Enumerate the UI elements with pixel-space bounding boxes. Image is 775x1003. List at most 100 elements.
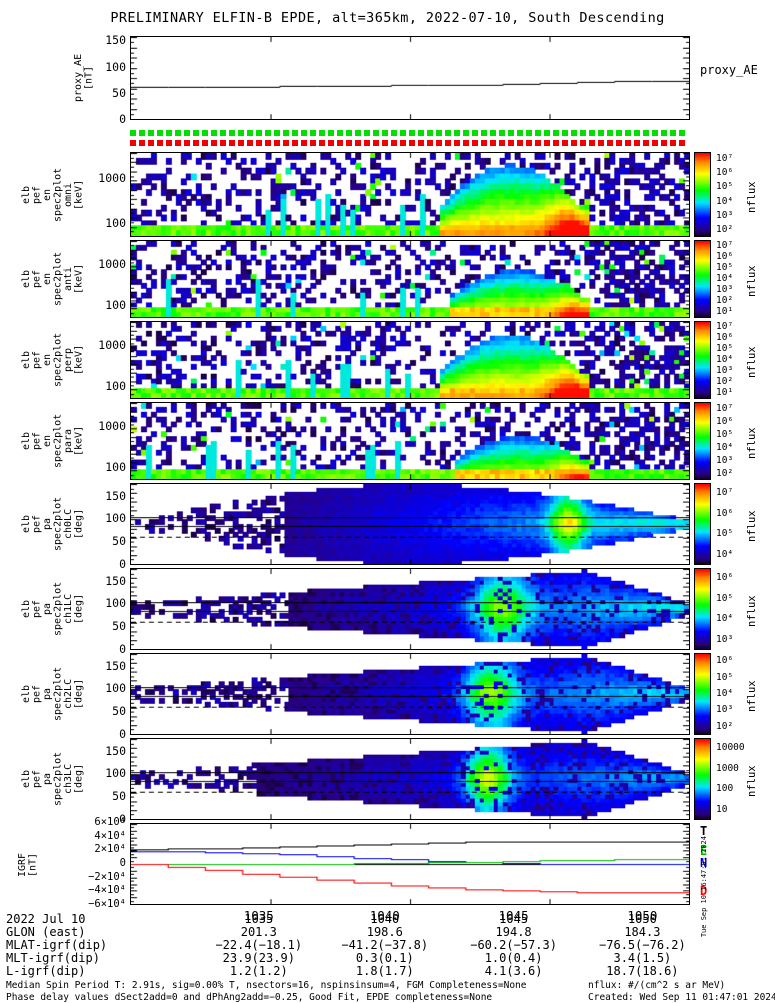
flag-tick <box>625 140 631 146</box>
colorbar-tick: 10³ <box>716 633 734 645</box>
colorbar-tick: 10⁷ <box>716 239 734 251</box>
colorbar-tick: 10⁷ <box>716 487 734 499</box>
colorbar-1 <box>694 240 711 318</box>
ytick-energy: 1000 <box>98 418 126 433</box>
colorbar-tick: 10⁴ <box>716 273 734 284</box>
colorbar-tick: 10⁵ <box>716 428 734 440</box>
ytick-pa: 0 <box>119 642 126 656</box>
flag-tick <box>211 130 217 136</box>
flag-tick <box>355 140 361 146</box>
flag-tick <box>463 140 469 146</box>
colorbar-label-5: nflux <box>746 595 758 627</box>
flag-tick <box>301 130 307 136</box>
colorbar-tick: 100 <box>716 783 734 795</box>
flag-tick <box>211 140 217 146</box>
series-label-proxy-ae: proxy_AE <box>700 63 758 77</box>
flag-tick <box>328 140 334 146</box>
ylabel-pa-2: elb pef pa spec2plot ch2LC [deg] <box>21 666 85 722</box>
footer-value: 194.8 <box>495 925 532 939</box>
colorbar-6 <box>694 653 711 735</box>
colorbar-tick: 10⁴ <box>716 613 734 625</box>
footer-value: 18.7(18.6) <box>606 964 679 978</box>
flag-tick <box>193 140 199 146</box>
flag-tick <box>652 130 658 136</box>
footer-value: 1.0(0.4) <box>484 951 543 965</box>
flag-tick <box>166 140 172 146</box>
ytick-energy: 100 <box>105 215 126 230</box>
footer-note-left-0: Median Spin Period T: 2.91s, sig=0.00% T… <box>6 980 527 991</box>
ylabel-energy-0: elb pef en spec2plot omni [keV] <box>21 167 85 222</box>
ytick-pa: 100 <box>105 766 126 781</box>
flag-tick <box>508 130 514 136</box>
flag-tick <box>562 130 568 136</box>
ylabel-pa-0: elb pef pa spec2plot ch0LC [deg] <box>21 496 85 552</box>
flag-tick <box>238 130 244 136</box>
colorbar-tick: 10⁵ <box>716 342 734 354</box>
flag-tick <box>373 130 379 136</box>
colorbar-tick: 10⁵ <box>716 528 734 540</box>
flag-tick <box>175 130 181 136</box>
footer-value: 1045 <box>499 912 529 926</box>
flag-tick <box>661 140 667 146</box>
flag-tick <box>238 140 244 146</box>
flag-tick <box>661 130 667 136</box>
ytick-igrf: −6×10⁴ <box>88 898 126 910</box>
flag-tick <box>202 140 208 146</box>
flag-tick <box>247 130 253 136</box>
colorbar-tick: 10² <box>716 376 734 388</box>
flag-tick <box>310 130 316 136</box>
flag-tick <box>490 130 496 136</box>
ytick-energy: 1000 <box>98 170 126 185</box>
flag-tick <box>580 140 586 146</box>
colorbar-tick: 10⁶ <box>716 250 734 262</box>
colorbar-tick: 10² <box>716 720 734 732</box>
footer-note-right-1: Created: Wed Sep 11 01:47:01 2024 <box>588 992 775 1003</box>
ytick-proxy-ae: 0 <box>119 112 126 126</box>
flag-tick <box>373 140 379 146</box>
footer-label-4: L-igrf(dip) <box>6 964 86 978</box>
colorbar-4 <box>694 483 711 565</box>
xaxis-tick-1045: 1045 <box>498 908 529 923</box>
flag-tick <box>382 140 388 146</box>
panel-pa-ch2lc <box>130 653 690 735</box>
ytick-pa: 100 <box>105 681 126 696</box>
ytick-igrf: −2×10⁴ <box>88 870 126 883</box>
footer-value: 198.6 <box>366 925 403 939</box>
colorbar-label-7: nflux <box>746 765 758 797</box>
flag-tick <box>553 130 559 136</box>
flag-tick <box>337 140 343 146</box>
flag-row-green <box>130 130 690 136</box>
colorbar-tick: 10000 <box>716 742 745 754</box>
ylabel-pa-1: elb pef pa spec2plot ch1LC [deg] <box>21 581 85 637</box>
ytick-energy: 100 <box>105 378 126 393</box>
ytick-igrf: 0 <box>119 857 126 869</box>
colorbar-0 <box>694 152 711 237</box>
ytick-pa: 150 <box>105 743 126 758</box>
flag-tick <box>643 140 649 146</box>
ytick-igrf: 2×10⁴ <box>94 843 126 856</box>
flag-tick <box>418 140 424 146</box>
flag-tick <box>544 140 550 146</box>
flag-tick <box>517 140 523 146</box>
flag-tick <box>274 130 280 136</box>
colorbar-tick: 10³ <box>716 209 734 221</box>
flag-tick <box>643 130 649 136</box>
footer-value: 1035 <box>244 912 274 926</box>
colorbar-tick: 10⁷ <box>716 153 734 165</box>
flag-tick <box>427 130 433 136</box>
panel-proxy-ae <box>130 36 690 120</box>
flag-tick <box>184 140 190 146</box>
xaxis-tick-1035: 1035 <box>243 908 274 923</box>
ytick-igrf: −4×10⁴ <box>88 884 126 897</box>
colorbar-tick: 10⁵ <box>716 592 734 604</box>
flag-tick <box>571 130 577 136</box>
flag-tick <box>490 140 496 146</box>
ytick-pa: 150 <box>105 573 126 588</box>
flag-tick <box>454 140 460 146</box>
xaxis-tick-1050: 1050 <box>627 908 658 923</box>
ytick-energy: 1000 <box>98 337 126 352</box>
footer-label-1: GLON (east) <box>6 925 86 939</box>
flag-tick <box>544 130 550 136</box>
flag-tick <box>625 130 631 136</box>
flag-tick <box>391 130 397 136</box>
